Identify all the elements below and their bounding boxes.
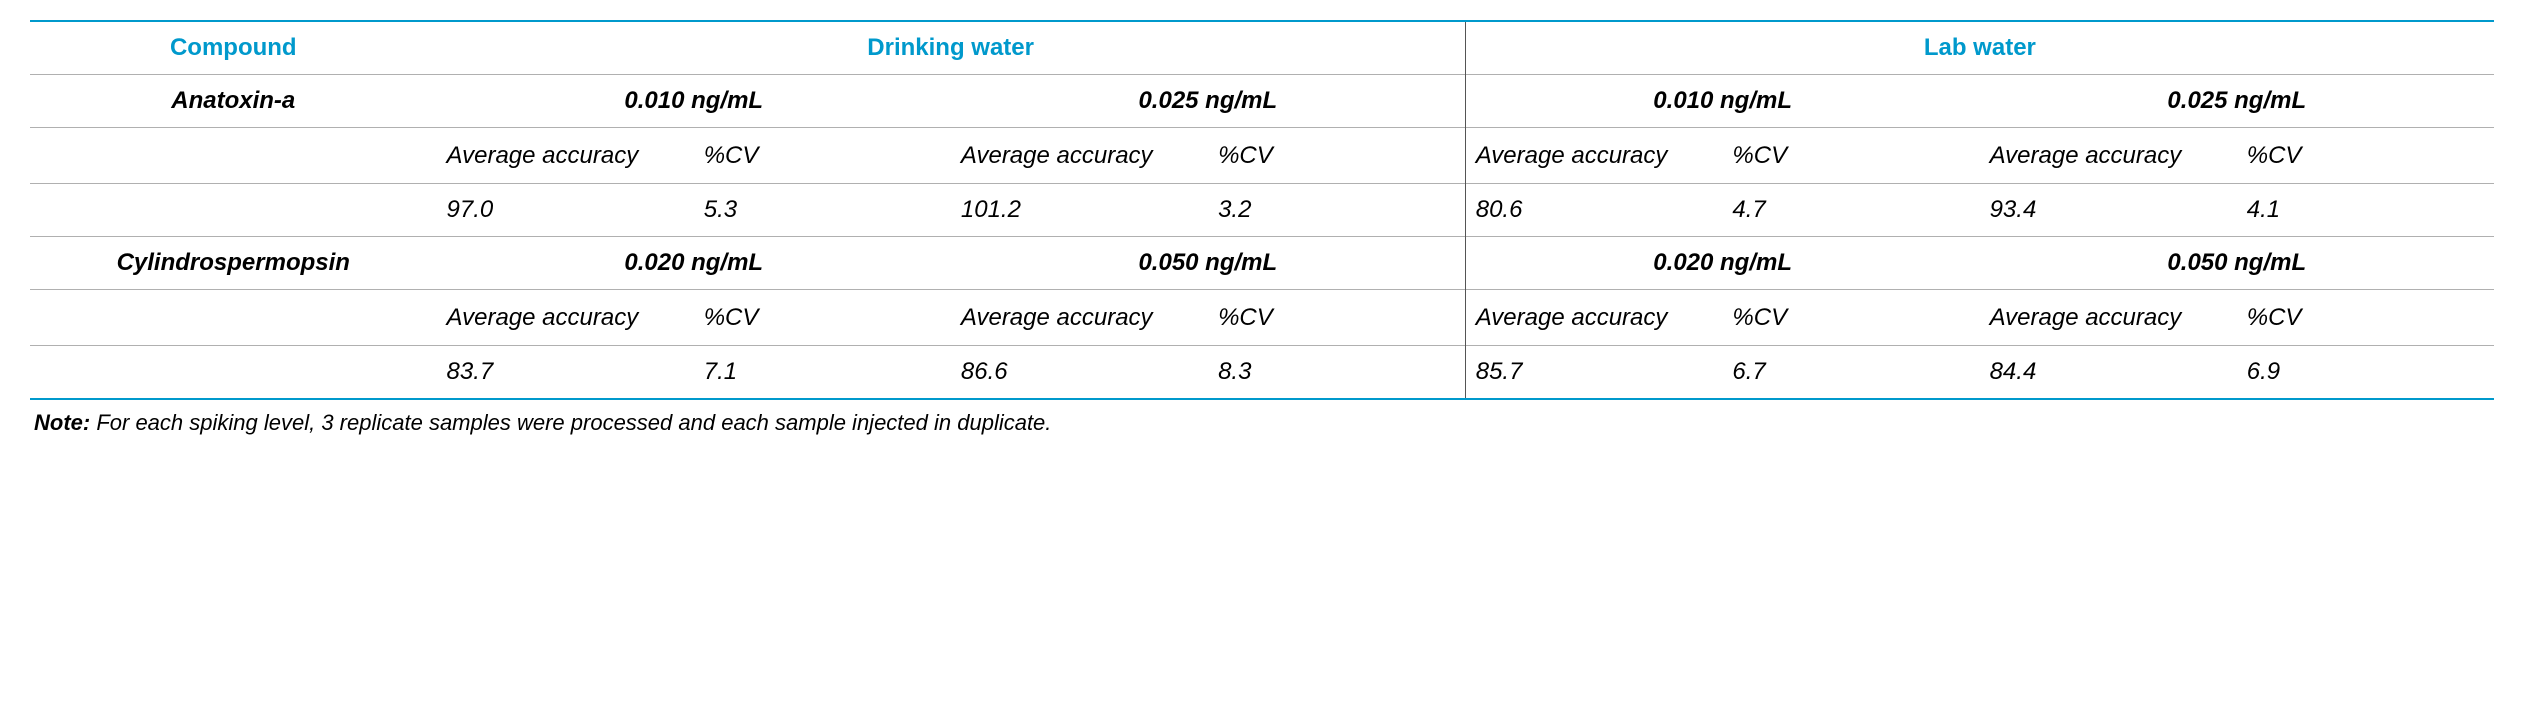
empty-cell xyxy=(30,290,437,346)
value-avg: 80.6 xyxy=(1465,184,1722,237)
label-avg: Average accuracy xyxy=(1980,128,2237,184)
note-label: Note: xyxy=(34,410,90,435)
conc-cell: 0.020 ng/mL xyxy=(437,237,951,290)
conc-cell: 0.050 ng/mL xyxy=(1980,237,2494,290)
label-avg: Average accuracy xyxy=(1465,128,1722,184)
col-compound: Compound xyxy=(30,21,437,75)
value-cv: 4.1 xyxy=(2237,184,2494,237)
value-avg: 84.4 xyxy=(1980,346,2237,400)
label-cv: %CV xyxy=(694,128,951,184)
note-text: For each spiking level, 3 replicate samp… xyxy=(90,410,1051,435)
value-cv: 3.2 xyxy=(1208,184,1465,237)
conc-cell: 0.010 ng/mL xyxy=(1465,75,1979,128)
label-cv: %CV xyxy=(1722,290,1979,346)
conc-cell: 0.025 ng/mL xyxy=(951,75,1465,128)
compound-name: Anatoxin-a xyxy=(30,75,437,128)
value-cv: 4.7 xyxy=(1722,184,1979,237)
value-avg: 97.0 xyxy=(437,184,694,237)
label-avg: Average accuracy xyxy=(951,290,1208,346)
value-cv: 7.1 xyxy=(694,346,951,400)
label-avg: Average accuracy xyxy=(951,128,1208,184)
conc-cell: 0.025 ng/mL xyxy=(1980,75,2494,128)
label-avg: Average accuracy xyxy=(437,128,694,184)
compound-name: Cylindrospermopsin xyxy=(30,237,437,290)
value-cv: 8.3 xyxy=(1208,346,1465,400)
label-cv: %CV xyxy=(1722,128,1979,184)
value-avg: 85.7 xyxy=(1465,346,1722,400)
empty-cell xyxy=(30,346,437,400)
conc-cell: 0.020 ng/mL xyxy=(1465,237,1979,290)
value-cv: 6.9 xyxy=(2237,346,2494,400)
label-cv: %CV xyxy=(694,290,951,346)
label-cv: %CV xyxy=(1208,290,1465,346)
value-cv: 5.3 xyxy=(694,184,951,237)
conc-cell: 0.010 ng/mL xyxy=(437,75,951,128)
empty-cell xyxy=(30,128,437,184)
data-table: Compound Drinking water Lab water Anatox… xyxy=(30,20,2494,400)
label-cv: %CV xyxy=(1208,128,1465,184)
col-drinking-water: Drinking water xyxy=(437,21,1466,75)
value-cv: 6.7 xyxy=(1722,346,1979,400)
conc-cell: 0.050 ng/mL xyxy=(951,237,1465,290)
label-avg: Average accuracy xyxy=(437,290,694,346)
label-avg: Average accuracy xyxy=(1980,290,2237,346)
col-lab-water: Lab water xyxy=(1465,21,2494,75)
value-avg: 83.7 xyxy=(437,346,694,400)
label-cv: %CV xyxy=(2237,290,2494,346)
label-avg: Average accuracy xyxy=(1465,290,1722,346)
value-avg: 101.2 xyxy=(951,184,1208,237)
value-avg: 93.4 xyxy=(1980,184,2237,237)
label-cv: %CV xyxy=(2237,128,2494,184)
table-note: Note: For each spiking level, 3 replicat… xyxy=(30,400,2494,436)
value-avg: 86.6 xyxy=(951,346,1208,400)
empty-cell xyxy=(30,184,437,237)
